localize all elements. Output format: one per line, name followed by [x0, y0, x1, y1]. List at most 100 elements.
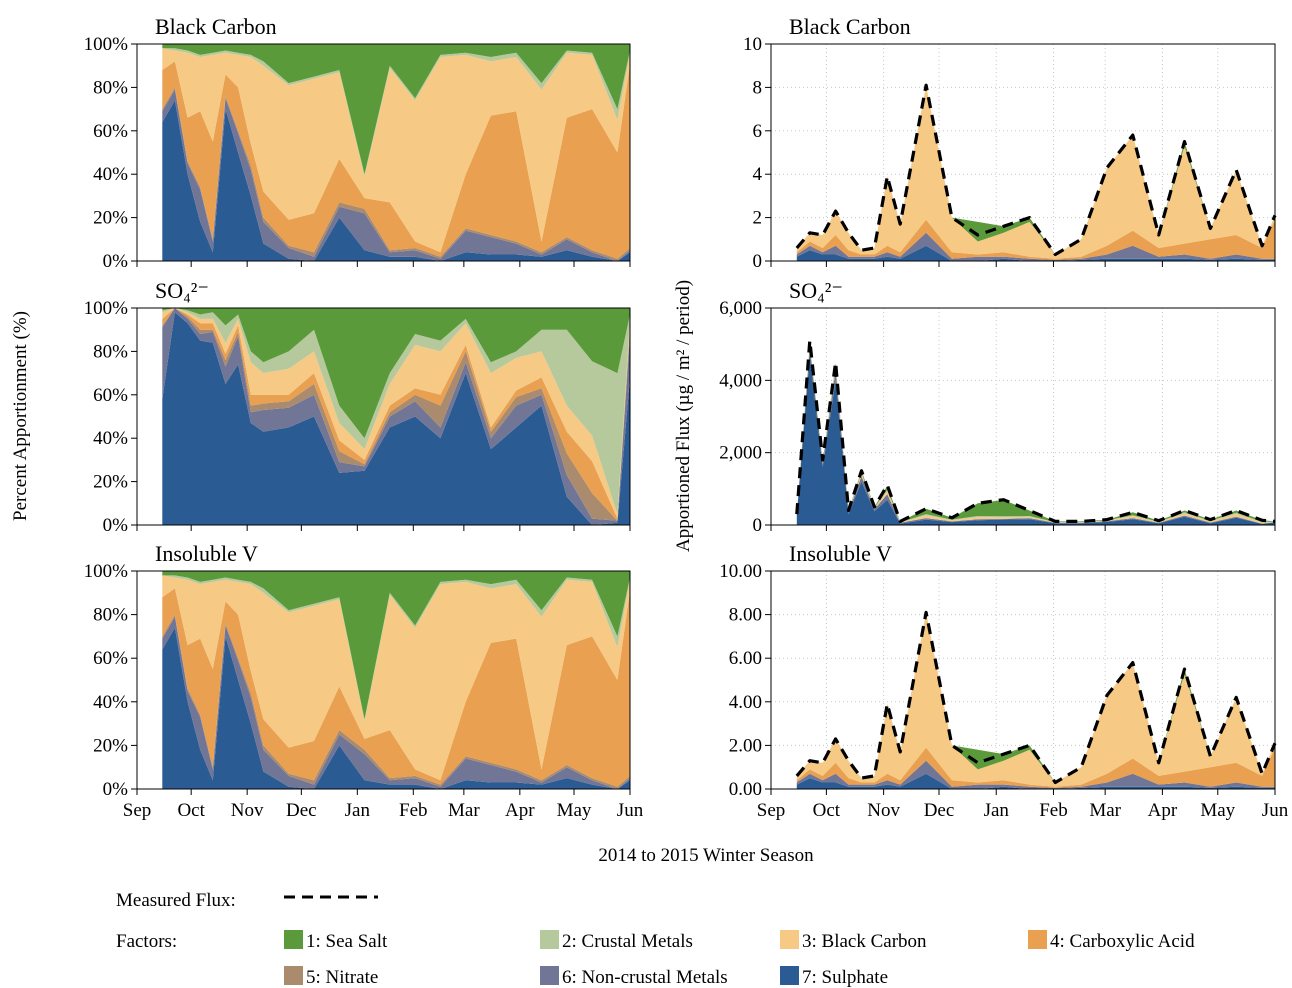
y-tick-label: 100%	[84, 34, 129, 55]
x-tick-label: Sep	[757, 800, 786, 821]
plot-frame	[770, 307, 1276, 526]
x-tick-label: Nov	[867, 800, 900, 821]
x-tick-label: Feb	[1039, 800, 1068, 821]
y-tick-label: 8	[753, 77, 763, 98]
y-tick-label: 10.00	[719, 561, 762, 582]
legend-label-sea-salt: 1: Sea Salt	[306, 931, 388, 952]
area-carboxylic-acid	[162, 61, 631, 259]
area-carboxylic-acid	[796, 219, 1275, 260]
panel-title: Black Carbon	[789, 14, 911, 39]
x-tick-label: May	[557, 800, 592, 821]
area-non-crustal-metals	[162, 308, 631, 525]
y-tick-label: 20%	[93, 472, 128, 493]
legend-label-non-crustal-metals: 6: Non-crustal Metals	[562, 967, 728, 988]
area-carboxylic-acid	[162, 588, 631, 787]
panel-1: 0% 20% 40% 60% 80% 100% Black Carbon	[84, 14, 631, 272]
y-tick-label: 4,000	[719, 370, 762, 391]
chart-panels: 0% 20% 40% 60% 80% 100% Black Carbon 0 2 4 6 8 10 Bla…	[84, 14, 1289, 821]
panel-5: 0% 20% 40% 60% 80% 100% Sep Oct Nov Dec Jan Feb Mar A…	[84, 541, 644, 821]
y-tick-label: 20%	[93, 208, 128, 229]
legend-measured-label: Measured Flux:	[116, 890, 236, 911]
area-sulphate	[162, 312, 631, 525]
panel-title: Insoluble V	[155, 541, 258, 566]
legend-swatch-sea-salt	[284, 930, 303, 949]
y-tick-label: 20%	[93, 735, 128, 756]
plot-frame	[770, 43, 1276, 262]
area-sulphate	[796, 355, 1275, 525]
legend-label-sulphate: 7: Sulphate	[802, 967, 888, 988]
y-tick-label: 4.00	[729, 692, 762, 713]
y-tick-label: 80%	[93, 341, 128, 362]
legend-label-nitrate: 5: Nitrate	[306, 967, 378, 988]
panel-title: Black Carbon	[155, 14, 277, 39]
y-tick-label: 6	[753, 121, 763, 142]
y-tick-label: 0.00	[729, 779, 762, 800]
y-tick-label: 8.00	[729, 605, 762, 626]
legend-factors-label: Factors:	[116, 931, 177, 952]
area-black-carbon	[162, 575, 631, 781]
x-tick-label: Apr	[1148, 800, 1178, 821]
y-tick-label: 0	[753, 251, 763, 272]
area-sulphate	[796, 773, 1275, 789]
panel-2: 0 2 4 6 8 10 Black Carbon	[743, 14, 1277, 272]
measured-flux-line	[795, 83, 1277, 257]
plot-frame	[770, 570, 1276, 790]
x-tick-label: Dec	[286, 800, 317, 821]
y-tick-label: 60%	[93, 648, 128, 669]
plot-frame	[136, 43, 631, 262]
x-tick-label: Mar	[448, 800, 480, 821]
y-tick-label: 6,000	[719, 298, 762, 319]
area-black-carbon	[162, 48, 631, 253]
legend: Measured Flux: Factors: 1: Sea Salt 2: Cr…	[116, 890, 1195, 988]
y-tick-label: 2	[753, 208, 763, 229]
y-tick-label: 60%	[93, 385, 128, 406]
panel-title: SO₄²⁻	[789, 278, 843, 303]
legend-swatch-sulphate	[780, 966, 799, 985]
y-tick-label: 2.00	[729, 735, 762, 756]
y-tick-label: 100%	[84, 298, 129, 319]
area-nitrate	[162, 308, 631, 521]
area-sulphate	[162, 100, 631, 262]
measured-flux-line	[795, 610, 1277, 785]
area-non-crustal-metals	[796, 760, 1275, 789]
area-sulphate	[796, 245, 1275, 261]
left-y-axis-title: Percent Apportionment (%)	[10, 311, 31, 521]
area-sea-salt	[162, 308, 631, 439]
x-tick-label: Jun	[1262, 800, 1289, 821]
legend-swatch-nitrate	[284, 966, 303, 985]
y-tick-label: 2,000	[719, 443, 762, 464]
legend-swatch-crustal-metals	[540, 930, 559, 949]
legend-label-crustal-metals: 2: Crustal Metals	[562, 931, 693, 952]
panel-3: 0% 20% 40% 60% 80% 100% SO₄²⁻	[84, 278, 631, 536]
plot-frame	[136, 307, 631, 526]
panel-4: 0 2,000 4,000 6,000 SO₄²⁻	[719, 278, 1276, 536]
y-tick-label: 6.00	[729, 648, 762, 669]
x-tick-label: Oct	[813, 800, 841, 821]
y-tick-label: 40%	[93, 164, 128, 185]
area-sulphate	[162, 627, 631, 789]
x-tick-label: Apr	[505, 800, 535, 821]
area-non-crustal-metals	[796, 232, 1275, 261]
x-tick-label: Sep	[123, 800, 152, 821]
x-tick-label: Oct	[177, 800, 205, 821]
area-black-carbon	[162, 308, 631, 519]
area-black-carbon	[796, 612, 1275, 787]
area-sea-salt	[162, 44, 631, 175]
plot-frame	[136, 570, 631, 790]
y-tick-label: 0%	[103, 251, 129, 272]
legend-label-black-carbon: 3: Black Carbon	[802, 931, 927, 952]
x-tick-label: Jan	[984, 800, 1010, 821]
area-crustal-metals	[162, 48, 631, 177]
area-carboxylic-acid	[162, 308, 631, 521]
legend-label-carboxylic-acid: 4: Carboxylic Acid	[1050, 931, 1195, 952]
x-tick-label: Mar	[1089, 800, 1121, 821]
x-tick-label: Jan	[345, 800, 371, 821]
area-carboxylic-acid	[796, 747, 1275, 788]
y-tick-label: 0	[753, 515, 763, 536]
y-tick-label: 0%	[103, 779, 129, 800]
y-tick-label: 10	[743, 34, 762, 55]
legend-items: 1: Sea Salt 2: Crustal Metals 3: Black Car…	[284, 930, 1195, 988]
area-sea-salt	[162, 571, 631, 720]
y-tick-label: 40%	[93, 692, 128, 713]
